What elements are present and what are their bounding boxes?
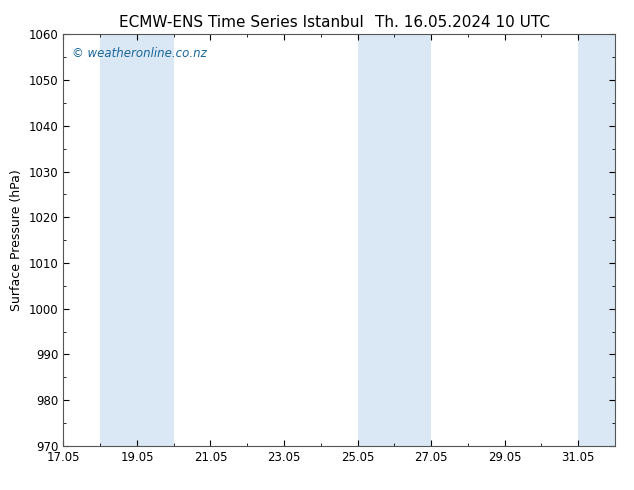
- Bar: [358, 34, 431, 446]
- Text: ECMW-ENS Time Series Istanbul: ECMW-ENS Time Series Istanbul: [119, 15, 363, 30]
- Text: Th. 16.05.2024 10 UTC: Th. 16.05.2024 10 UTC: [375, 15, 550, 30]
- Bar: [100, 34, 174, 446]
- Y-axis label: Surface Pressure (hPa): Surface Pressure (hPa): [10, 169, 23, 311]
- Text: © weatheronline.co.nz: © weatheronline.co.nz: [72, 47, 207, 60]
- Bar: [578, 34, 615, 446]
